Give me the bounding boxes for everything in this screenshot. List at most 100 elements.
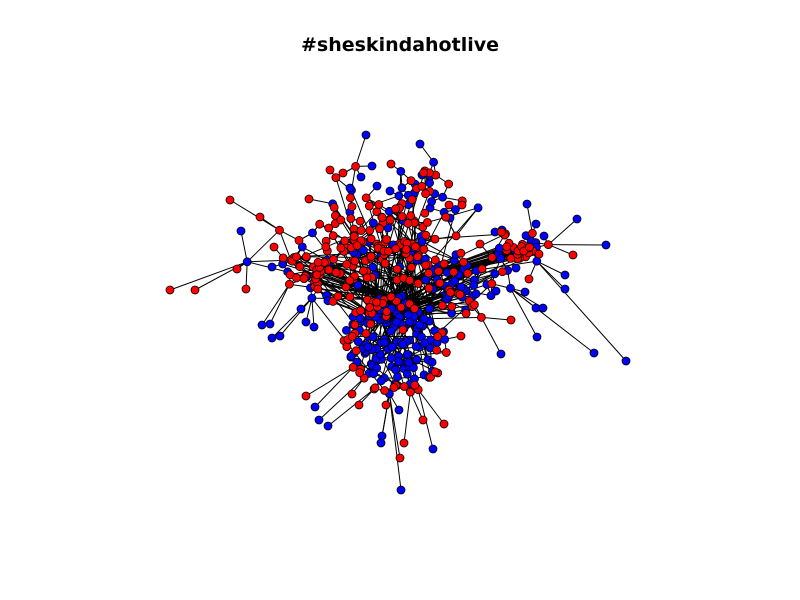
graph-edge: [536, 260, 627, 362]
graph-node-red: [366, 319, 376, 329]
graph-node-blue: [511, 263, 521, 273]
graph-node-red: [292, 273, 301, 283]
graph-node-red: [358, 266, 368, 276]
graph-node-blue: [415, 139, 425, 149]
graph-node-red: [350, 320, 360, 330]
graph-node-red: [430, 234, 440, 244]
graph-node-red: [336, 215, 346, 225]
graph-edge: [510, 288, 538, 338]
graph-node-blue: [450, 205, 460, 214]
graph-edge: [327, 388, 375, 427]
graph-node-red: [364, 201, 374, 211]
graph-node-red: [403, 218, 413, 228]
graph-node-red: [410, 380, 420, 390]
graph-node-blue: [427, 357, 437, 367]
graph-node-red: [444, 179, 454, 189]
graph-node-blue: [494, 243, 504, 253]
graph-node-red: [304, 194, 314, 204]
graph-node-red: [375, 224, 385, 234]
graph-node-red: [391, 244, 401, 254]
graph-node-red: [398, 325, 408, 335]
graph-node-blue: [368, 218, 378, 228]
graph-node-blue: [621, 356, 631, 366]
graph-edge: [548, 244, 574, 256]
graph-node-blue: [385, 186, 395, 196]
graph-node-red: [410, 242, 420, 252]
graph-node-red: [405, 387, 415, 397]
graph-node-red: [338, 168, 348, 178]
graph-node-blue: [428, 444, 438, 454]
graph-node-red: [232, 264, 242, 274]
graph-node-red: [291, 252, 301, 262]
graph-node-red: [313, 257, 323, 267]
graph-node-red: [351, 346, 361, 356]
graph-node-red: [433, 332, 443, 342]
graph-node-red: [347, 202, 357, 212]
graph-node-blue: [267, 262, 277, 272]
graph-node-red: [342, 342, 352, 352]
graph-node-blue: [356, 172, 366, 182]
graph-node-red: [329, 202, 339, 212]
graph-node-blue: [496, 254, 506, 263]
graph-node-red: [340, 236, 350, 246]
graph-node-red: [419, 244, 429, 254]
graph-node-blue: [310, 402, 320, 412]
graph-node-red: [351, 161, 361, 171]
graph-node-red: [355, 368, 365, 378]
graph-node-red: [506, 253, 516, 263]
graph-node-blue: [323, 421, 333, 431]
graph-node-blue: [359, 245, 368, 255]
graph-node-red: [397, 212, 407, 221]
graph-node-red: [342, 259, 352, 269]
graph-edge: [369, 195, 400, 207]
graph-node-red: [355, 216, 365, 226]
node-layer: [165, 130, 631, 495]
graph-node-blue: [429, 157, 439, 167]
graph-node-blue: [361, 130, 371, 140]
graph-node-blue: [403, 310, 413, 320]
graph-node-red: [275, 225, 284, 235]
graph-node-red: [439, 419, 449, 429]
graph-node-blue: [394, 357, 403, 367]
graph-node-red: [469, 300, 479, 310]
graph-node-blue: [275, 331, 285, 341]
graph-edge: [261, 283, 290, 326]
graph-node-blue: [301, 317, 311, 327]
graph-node-red: [295, 262, 305, 272]
graph-node-blue: [404, 358, 413, 367]
graph-node-red: [461, 309, 471, 318]
graph-node-blue: [438, 192, 448, 202]
graph-node-blue: [380, 338, 389, 347]
graph-edge: [409, 391, 424, 421]
graph-edge: [510, 287, 595, 354]
graph-node-red: [422, 217, 432, 227]
graph-edge: [480, 317, 502, 355]
graph-node-blue: [353, 280, 363, 290]
graph-node-red: [354, 400, 364, 410]
graph-node-red: [396, 302, 406, 312]
graph-node-blue: [405, 317, 414, 327]
graph-node-red: [463, 268, 473, 278]
graph-node-blue: [398, 340, 408, 349]
graph-node-red: [487, 279, 497, 289]
graph-node-red: [455, 290, 465, 299]
graph-node-red: [301, 391, 311, 401]
graph-node-red: [331, 173, 341, 183]
graph-node-blue: [469, 280, 479, 290]
graph-node-red: [418, 415, 428, 425]
graph-edge: [388, 393, 402, 491]
graph-node-blue: [391, 365, 401, 375]
graph-node-blue: [589, 348, 599, 358]
graph-node-red: [434, 266, 443, 276]
graph-node-red: [405, 275, 415, 285]
graph-node-red: [382, 234, 391, 244]
graph-node-red: [459, 257, 468, 267]
graph-node-red: [441, 348, 451, 357]
graph-node-red: [457, 200, 467, 210]
graph-node-red: [413, 252, 423, 262]
graph-node-red: [424, 283, 434, 293]
graph-edge: [279, 230, 292, 261]
graph-edge: [355, 134, 367, 167]
graph-node-red: [312, 270, 322, 280]
